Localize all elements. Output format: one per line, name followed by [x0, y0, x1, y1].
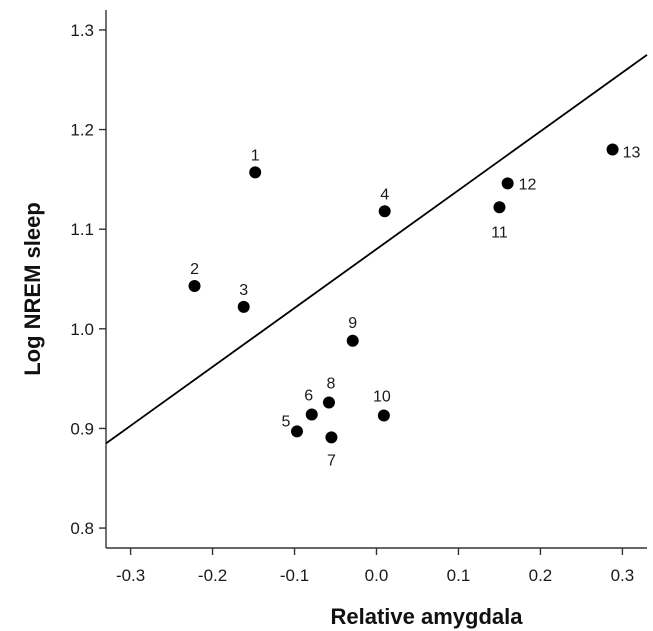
- data-point: [501, 177, 514, 190]
- data-point: [325, 431, 338, 444]
- x-tick-label: 0.1: [447, 566, 471, 585]
- point-label: 9: [348, 315, 357, 332]
- x-tick-label: 0.0: [365, 566, 389, 585]
- axes: [105, 10, 647, 549]
- point-label: 3: [239, 282, 248, 299]
- point-label: 5: [282, 413, 291, 430]
- x-tick-label: -0.1: [280, 566, 309, 585]
- point-label: 7: [327, 452, 336, 469]
- point-label: 4: [380, 186, 389, 203]
- y-tick-label: 1.1: [70, 220, 94, 239]
- point-label: 11: [491, 224, 508, 241]
- point-label: 1: [251, 147, 260, 164]
- regression-line: [105, 54, 648, 445]
- x-tick-label: 0.2: [529, 566, 553, 585]
- point-label: 2: [190, 261, 199, 278]
- data-point: [606, 143, 619, 156]
- y-ticks: 0.8 0.9 1.0 1.1 1.2 1.3: [70, 21, 106, 538]
- point-label: 12: [519, 176, 537, 193]
- data-point: [305, 408, 318, 421]
- data-point: [378, 205, 391, 218]
- regression-line-group: [105, 54, 648, 445]
- y-tick-label: 1.3: [70, 21, 94, 40]
- point-label: 13: [623, 144, 641, 161]
- data-point: [322, 396, 335, 409]
- x-axis-title: Relative amygdala: [331, 604, 524, 629]
- point-label: 8: [327, 376, 336, 393]
- data-point: [493, 201, 506, 214]
- y-tick-label: 0.9: [70, 419, 94, 438]
- x-ticks: -0.3 -0.2 -0.1 0.0 0.1 0.2 0.3: [116, 548, 634, 585]
- data-point: [290, 425, 303, 438]
- data-point: [377, 409, 390, 422]
- x-tick-label: -0.3: [116, 566, 145, 585]
- x-tick-label: 0.3: [611, 566, 635, 585]
- point-label: 6: [304, 387, 313, 404]
- x-tick-label: -0.2: [198, 566, 227, 585]
- data-point: [237, 300, 250, 313]
- y-tick-label: 1.2: [70, 121, 94, 140]
- data-point: [249, 166, 262, 179]
- data-point: [346, 334, 359, 347]
- y-tick-label: 0.8: [70, 519, 94, 538]
- y-axis-title: Log NREM sleep: [20, 202, 45, 376]
- y-tick-label: 1.0: [70, 320, 94, 339]
- point-label: 10: [373, 388, 391, 405]
- data-point: [188, 279, 201, 292]
